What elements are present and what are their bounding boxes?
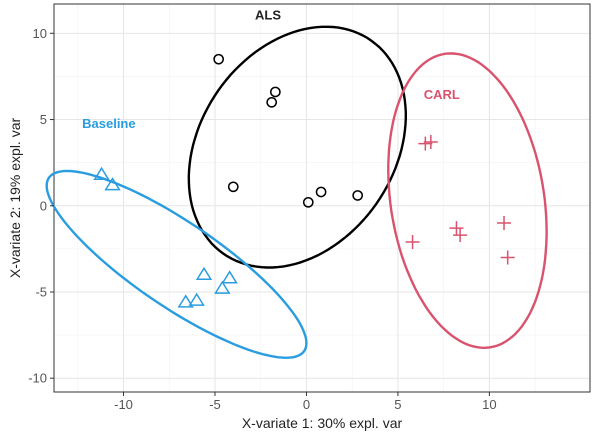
- x-tick-label: -10: [114, 397, 133, 412]
- y-axis-title: X-variate 2: 19% expl. var: [7, 118, 23, 279]
- axis-ticks: -10 -5 0 5 10 -10 -5 0 5 10: [28, 26, 496, 412]
- x-tick-label: 5: [394, 397, 401, 412]
- plot-panel-border: [53, 3, 591, 393]
- point-als: [302, 196, 314, 208]
- point-als: [227, 181, 239, 193]
- y-tick-label: -5: [35, 284, 47, 299]
- group-label-baseline: Baseline: [82, 116, 135, 131]
- point-baseline: [195, 266, 213, 281]
- y-tick-label: 5: [40, 112, 47, 127]
- y-tick-label: 0: [40, 198, 47, 213]
- point-carl: [405, 234, 420, 249]
- point-baseline: [214, 280, 231, 294]
- point-als: [270, 86, 281, 98]
- point-baseline: [177, 294, 194, 308]
- x-axis-title: X-variate 1: 30% expl. var: [242, 415, 403, 431]
- point-carl: [423, 134, 438, 149]
- x-tick-label: 10: [482, 397, 496, 412]
- point-als: [266, 96, 278, 108]
- point-carl: [497, 216, 512, 231]
- point-carl: [500, 250, 515, 265]
- y-tick-label: 10: [33, 26, 47, 41]
- ellipse-carl: [387, 52, 548, 350]
- x-tick-label: -5: [209, 397, 221, 412]
- confidence-ellipses: [45, 25, 548, 360]
- point-carl: [449, 221, 464, 236]
- group-label-carl: CARL: [424, 87, 460, 102]
- x-tick-label: 0: [303, 397, 310, 412]
- point-baseline: [188, 292, 205, 306]
- group-labels: ALS CARL Baseline: [82, 8, 460, 132]
- point-baseline: [104, 177, 121, 191]
- point-baseline: [221, 270, 238, 284]
- point-carl: [453, 228, 468, 243]
- y-tick-label: -10: [28, 371, 47, 386]
- point-als: [352, 190, 364, 201]
- point-carl: [418, 136, 433, 151]
- point-baseline: [93, 166, 110, 181]
- point-als: [213, 53, 224, 65]
- ellipse-als: [187, 25, 407, 269]
- data-points: [93, 53, 515, 308]
- point-als: [315, 186, 327, 198]
- group-label-als: ALS: [255, 8, 281, 23]
- ellipse-baseline: [45, 169, 308, 360]
- grid: [54, 4, 590, 392]
